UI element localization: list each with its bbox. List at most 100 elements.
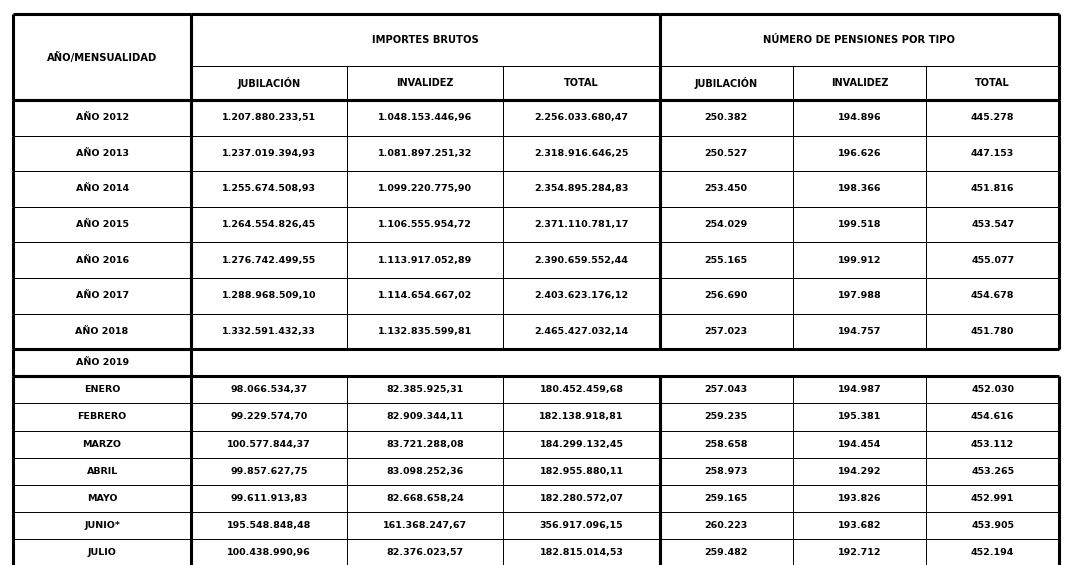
Text: 454.678: 454.678 [971,292,1014,300]
Bar [926,403,1059,431]
Bar [191,539,347,565]
Text: 180.452.459,68: 180.452.459,68 [539,385,624,394]
Text: 451.780: 451.780 [971,327,1014,336]
Bar [191,278,347,314]
Bar [793,314,926,349]
Bar [13,485,191,512]
Text: 193.682: 193.682 [838,521,881,530]
Bar [793,512,926,539]
Text: 1.099.220.775,90: 1.099.220.775,90 [378,185,473,193]
Text: 258.658: 258.658 [704,440,748,449]
Text: 259.165: 259.165 [704,494,748,503]
Text: AÑO 2019: AÑO 2019 [75,358,129,367]
Text: INVALIDEZ: INVALIDEZ [831,78,888,88]
Text: ENERO: ENERO [84,385,120,394]
Bar [503,100,660,136]
Text: AÑO 2016: AÑO 2016 [75,256,129,264]
Bar [191,314,347,349]
Text: 1.288.968.509,10: 1.288.968.509,10 [222,292,317,300]
Bar [503,171,660,207]
Text: 250.382: 250.382 [704,114,748,122]
Bar [926,485,1059,512]
Bar [191,100,347,136]
Text: 2.390.659.552,44: 2.390.659.552,44 [535,256,628,264]
Text: 194.292: 194.292 [838,467,881,476]
Bar [660,314,793,349]
Text: AÑO 2015: AÑO 2015 [75,220,129,229]
Bar [503,314,660,349]
Bar [926,100,1059,136]
Bar [13,278,191,314]
Text: 82.909.344,11: 82.909.344,11 [387,412,464,421]
Text: AÑO/MENSUALIDAD: AÑO/MENSUALIDAD [47,51,157,63]
Text: 356.917.096,15: 356.917.096,15 [539,521,624,530]
Bar [926,207,1059,242]
Text: 2.403.623.176,12: 2.403.623.176,12 [534,292,629,300]
Text: 260.223: 260.223 [704,521,748,530]
Bar [13,314,191,349]
Text: AÑO 2017: AÑO 2017 [75,292,129,300]
Text: 1.106.555.954,72: 1.106.555.954,72 [379,220,472,229]
Text: 192.712: 192.712 [838,548,881,557]
Bar [660,100,793,136]
Text: 99.857.627,75: 99.857.627,75 [230,467,308,476]
Text: 455.077: 455.077 [971,256,1014,264]
Text: JUBILACIÓN: JUBILACIÓN [238,77,300,89]
Bar [793,278,926,314]
Bar [793,431,926,458]
Bar [191,376,347,403]
Text: ABRIL: ABRIL [86,467,118,476]
Bar [503,485,660,512]
Text: 198.366: 198.366 [838,185,881,193]
Bar [926,458,1059,485]
Bar [926,136,1059,171]
Bar [13,458,191,485]
Text: 2.465.427.032,14: 2.465.427.032,14 [534,327,629,336]
Text: 100.577.844,37: 100.577.844,37 [227,440,311,449]
Bar [13,171,191,207]
Bar [191,242,347,278]
Bar [660,207,793,242]
Text: 184.299.132,45: 184.299.132,45 [539,440,624,449]
Text: 199.518: 199.518 [838,220,881,229]
Bar [793,242,926,278]
Bar [191,458,347,485]
Bar [926,66,1059,100]
Text: 257.023: 257.023 [704,327,748,336]
Bar [13,349,191,376]
Bar [793,403,926,431]
Bar [793,66,926,100]
Text: 195.548.848,48: 195.548.848,48 [227,521,311,530]
Text: 182.815.014,53: 182.815.014,53 [539,548,624,557]
Text: 100.438.990,96: 100.438.990,96 [227,548,311,557]
Text: 1.237.019.394,93: 1.237.019.394,93 [222,149,317,158]
Text: 182.138.918,81: 182.138.918,81 [539,412,624,421]
Bar [191,403,347,431]
Bar [13,539,191,565]
Text: 250.527: 250.527 [704,149,748,158]
Text: 253.450: 253.450 [704,185,748,193]
Text: 254.029: 254.029 [704,220,748,229]
Text: 452.194: 452.194 [971,548,1014,557]
Bar [660,171,793,207]
Bar [191,14,660,66]
Bar [793,458,926,485]
Bar [13,431,191,458]
Text: JULIO: JULIO [87,548,117,557]
Bar [660,278,793,314]
Text: 1.207.880.233,51: 1.207.880.233,51 [222,114,317,122]
Text: 1.132.835.599,81: 1.132.835.599,81 [378,327,473,336]
Bar [503,458,660,485]
Bar [926,314,1059,349]
Bar [793,376,926,403]
Bar [347,100,503,136]
Bar [793,171,926,207]
Bar [503,66,660,100]
Text: 83.098.252,36: 83.098.252,36 [387,467,464,476]
Bar [347,539,503,565]
Bar [793,207,926,242]
Text: 195.381: 195.381 [838,412,881,421]
Bar [191,66,347,100]
Text: 82.385.925,31: 82.385.925,31 [387,385,464,394]
Text: 1.114.654.667,02: 1.114.654.667,02 [378,292,473,300]
